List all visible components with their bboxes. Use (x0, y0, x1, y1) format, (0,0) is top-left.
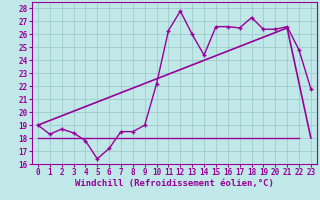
X-axis label: Windchill (Refroidissement éolien,°C): Windchill (Refroidissement éolien,°C) (75, 179, 274, 188)
